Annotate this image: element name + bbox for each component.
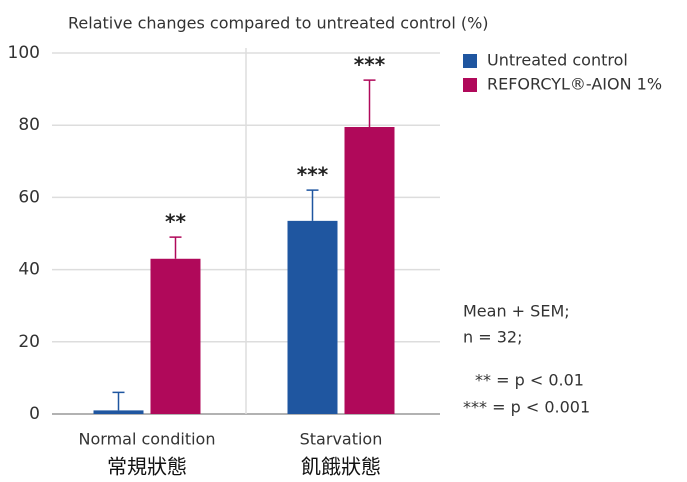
legend-label: REFORCYL®-AION 1% (487, 75, 662, 94)
y-tick-label: 100 (8, 43, 40, 63)
y-tick-label: 80 (18, 115, 40, 135)
note: n = 32; (463, 328, 522, 347)
error-bar (112, 391, 125, 411)
legend-swatch (463, 54, 477, 68)
x-tick-sublabel: 飢餓狀態 (301, 455, 381, 479)
y-axis-title: Relative changes compared to untreated c… (68, 14, 489, 33)
significance: *** (354, 53, 386, 77)
significance: ** (165, 210, 186, 234)
x-tick-sublabel: 常規狀態 (107, 455, 187, 479)
error-bar (363, 79, 376, 128)
note: Mean + SEM; (463, 302, 570, 321)
x-tick-label: Starvation (300, 430, 383, 449)
y-tick-label: 60 (18, 187, 40, 207)
legend-swatch (463, 78, 477, 92)
y-tick-label: 40 (18, 260, 40, 280)
bar (150, 258, 201, 414)
y-tick-label: 20 (18, 332, 40, 352)
legend-label: Untreated control (487, 51, 628, 70)
significance: *** (297, 163, 329, 187)
note: ** = p < 0.01 (475, 371, 584, 390)
error-bar (169, 236, 182, 259)
bar (287, 220, 338, 414)
bar (93, 410, 144, 414)
bar (344, 127, 395, 414)
note: *** = p < 0.001 (463, 398, 590, 417)
error-bar (306, 189, 319, 221)
y-tick-label: 0 (29, 404, 40, 424)
x-tick-label: Normal condition (79, 430, 216, 449)
